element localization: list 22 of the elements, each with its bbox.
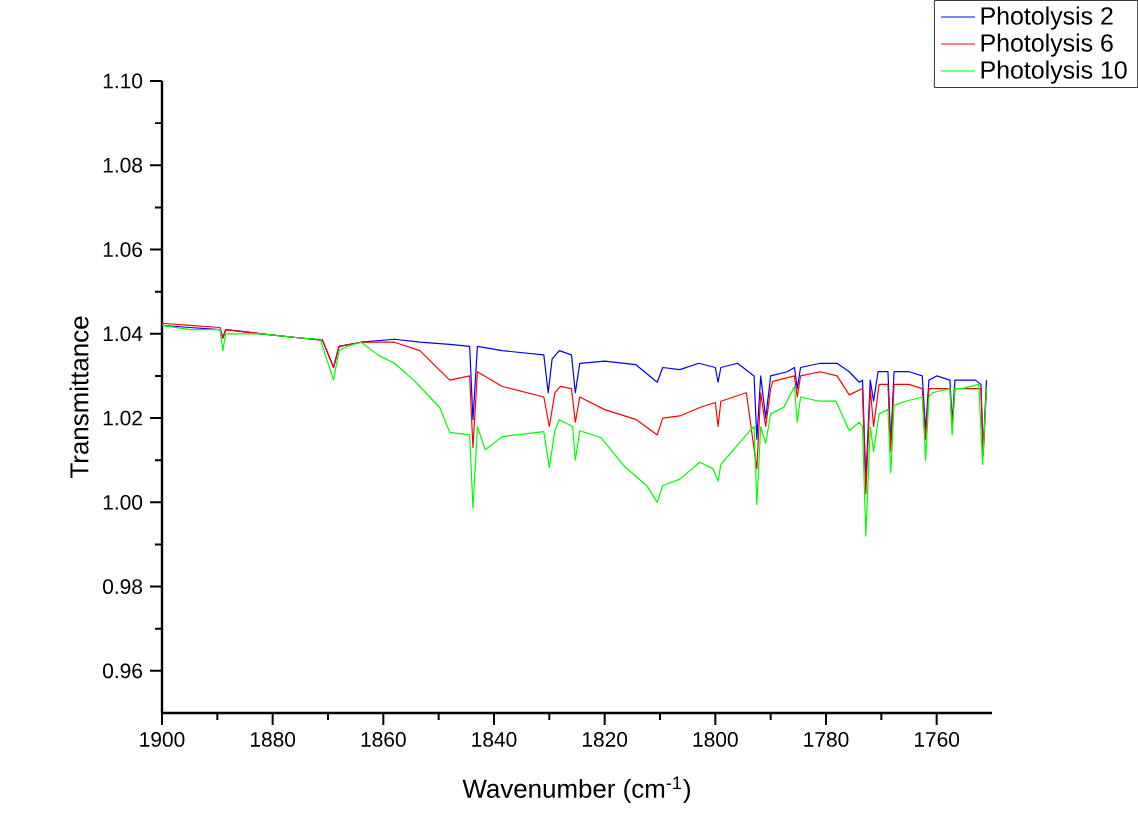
line-series (161, 324, 988, 537)
y-tick-label: 1.06 (103, 242, 143, 257)
x-tick-label: 1820 (582, 732, 628, 747)
y-tick-label: 1.04 (103, 326, 143, 342)
x-tick-label: 1780 (804, 732, 849, 747)
y-tick-label: 0.96 (103, 663, 143, 679)
y-tick-label: 1.08 (103, 157, 143, 173)
x-tick-label: 1860 (361, 732, 406, 747)
y-tick-label: 1.02 (103, 410, 142, 426)
x-tick-label: 1880 (250, 732, 296, 747)
x-tick-label: 1840 (472, 732, 517, 747)
y-axis-title: Transmittance (69, 316, 89, 478)
x-axis-title: Wavenumber (cm$^{-1}$) (462, 776, 690, 804)
x-tick-label: 1900 (140, 732, 185, 747)
legend-label: Photolysis 10 (981, 60, 1127, 84)
x-tick-label: 1760 (914, 732, 960, 747)
y-tick-label: 1.10 (103, 73, 143, 89)
x-tick-label: 1800 (693, 732, 738, 747)
y-tick-label: 0.98 (103, 579, 143, 595)
legend-label: Photolysis 2 (981, 6, 1113, 30)
legend-label: Photolysis 6 (981, 33, 1113, 57)
y-tick-label: 1.00 (103, 494, 143, 510)
